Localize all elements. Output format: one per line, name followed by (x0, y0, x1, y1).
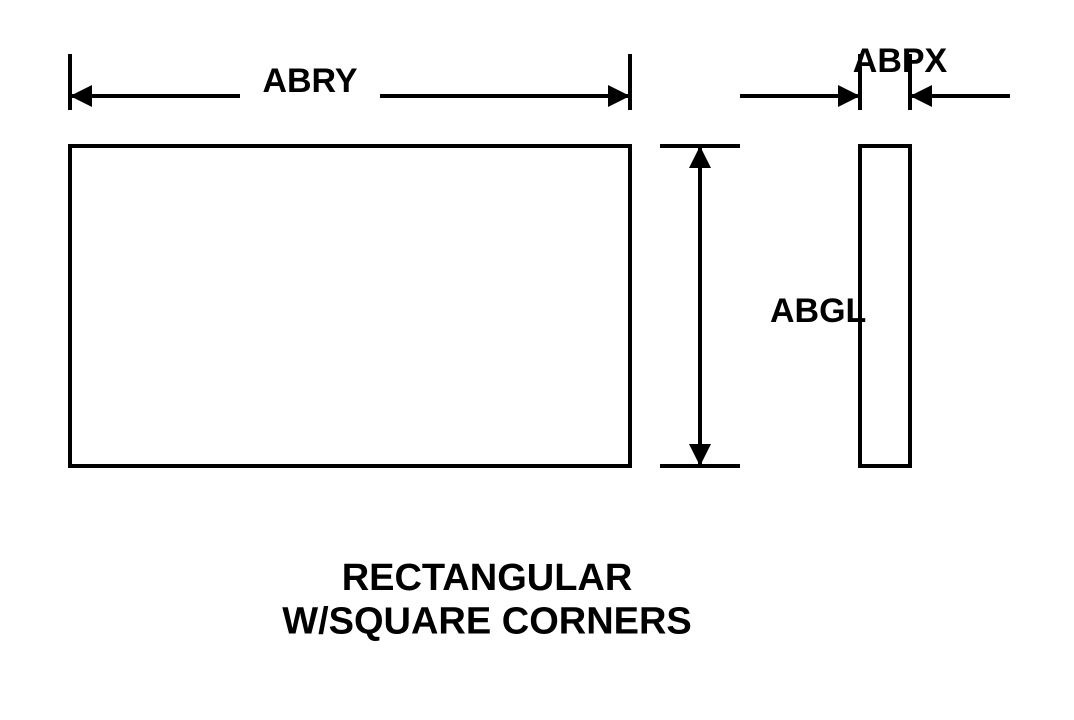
caption-line-2: W/SQUARE CORNERS (282, 601, 692, 643)
caption-line-1: RECTANGULAR (342, 557, 633, 599)
abpx-label: ABPX (853, 42, 948, 80)
abgl-label: ABGL (770, 292, 866, 330)
abry-label: ABRY (262, 62, 357, 100)
